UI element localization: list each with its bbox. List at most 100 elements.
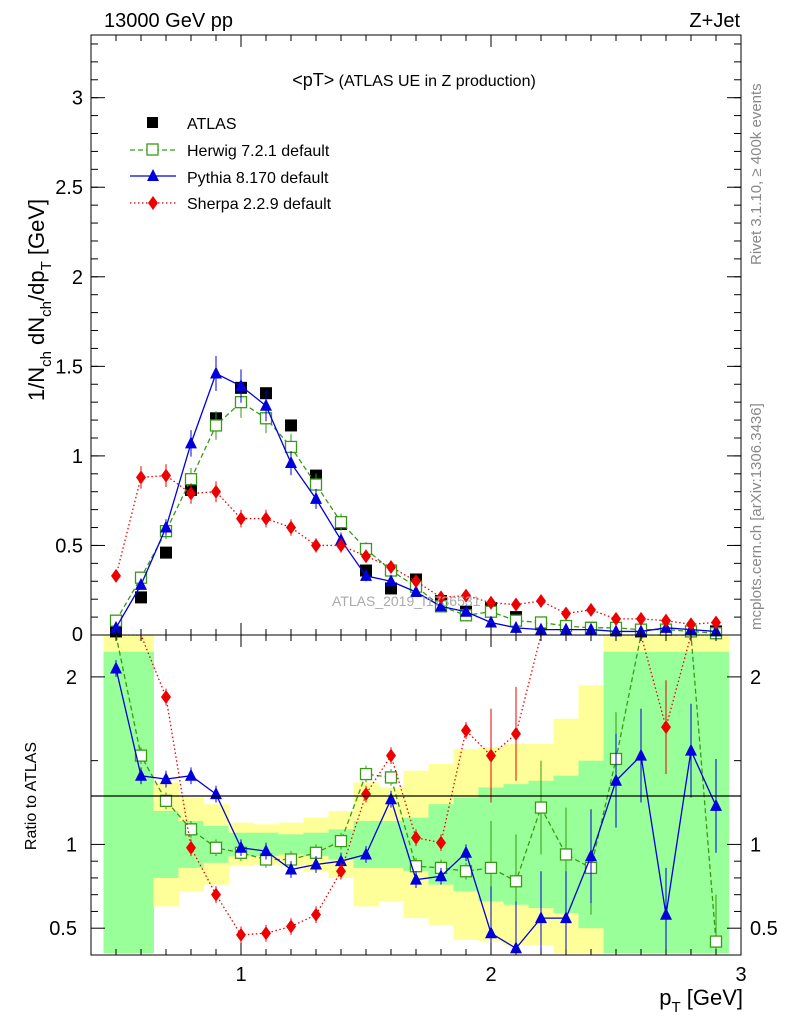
point-pythia [160,520,172,533]
y-tick-label: 1 [72,446,83,468]
point-sherpa [686,617,696,632]
point-atlas [160,546,172,559]
series-sherpa [111,464,721,632]
point-pythia [385,574,397,587]
ratio-point-pythia [410,872,422,885]
legend-item-sherpa: Sherpa 2.2.9 default [130,196,332,213]
ratio-uncertainty-bands [103,635,729,954]
legend-marker-herwig [146,143,159,156]
ratio-point-pythia [635,748,647,761]
ratio-point-pythia [460,845,472,858]
ratio-point-pythia [235,840,247,853]
ratio-point-herwig [559,848,573,861]
point-sherpa [411,574,421,589]
ratio-point-sherpa [161,689,171,704]
ratio-point-sherpa [361,787,371,802]
ratio-point-herwig [159,794,173,808]
point-pythia [485,615,497,628]
point-sherpa [461,588,471,603]
legend-item-herwig: Herwig 7.2.1 default [130,143,330,160]
ratio-y-label: Ratio to ATLAS [23,742,40,850]
point-sherpa [211,484,221,499]
point-pythia [235,379,247,392]
ratio-point-pythia [160,772,172,785]
mcplots-label: mcplots.cern.ch [arXiv:1306.3436] [748,403,765,630]
y-tick-label: 0.5 [55,535,83,557]
ratio-point-pythia [685,743,697,756]
ratio-point-pythia [135,768,147,781]
point-pythia [260,398,272,411]
point-sherpa [486,595,496,610]
ratio-point-pythia [360,847,372,860]
ratio-tick-label-right: 1 [750,834,761,856]
y-tick-label: 3 [72,88,83,110]
point-pythia [435,599,447,612]
ratio-point-sherpa [286,919,296,934]
ratio-series-sherpa [116,635,716,944]
legend-label-sherpa: Sherpa 2.2.9 default [187,196,332,213]
ratio-point-herwig [459,865,473,878]
y-tick-label: 1.5 [55,356,83,378]
ratio-point-sherpa [386,748,396,763]
ratio-point-sherpa [261,926,271,941]
ratio-point-herwig [359,767,373,781]
point-herwig [284,440,298,454]
ratio-point-pythia [210,787,222,800]
point-sherpa [561,606,571,621]
point-sherpa [261,511,271,526]
legend-item-atlas: ATLAS [147,116,237,133]
point-herwig [209,419,223,432]
point-pythia [310,491,322,504]
point-sherpa [111,568,121,583]
point-sherpa [236,511,246,526]
ratio-point-pythia [185,768,197,781]
ratio-point-herwig [534,801,548,814]
point-sherpa [511,597,521,612]
y-zero-label: 0 [72,624,83,646]
plot-title-sub: (ATLAS UE in Z production) [334,73,536,90]
rivet-label: Rivet 3.1.10, ≥ 400k events [748,83,765,265]
ratio-point-pythia [560,911,572,924]
header-right: Z+Jet [689,10,740,32]
y-tick-label: 2.5 [55,177,83,199]
legend-label-atlas: ATLAS [187,116,237,133]
ratio-point-pythia [310,857,322,870]
point-sherpa [386,559,396,574]
ratio-band-inner [128,651,154,954]
point-sherpa [661,613,671,628]
point-pythia [110,620,122,633]
ratio-tick-label-right: 2 [750,667,761,689]
ratio-point-sherpa [236,927,246,942]
ratio-point-sherpa [511,726,521,741]
ratio-point-herwig [384,771,398,784]
ratio-tick-label-left: 1 [66,834,77,856]
point-sherpa [161,468,171,483]
point-atlas [135,591,147,604]
y-tick-label: 2 [72,267,83,289]
ratio-point-pythia [385,792,397,805]
ratio-band-inner [103,651,129,954]
y-axis-label: 1/Nch dNch/dpT [GeV] [24,199,55,401]
ratio-point-pythia [535,911,547,924]
ratio-point-sherpa [186,840,196,855]
ratio-band-inner [153,810,179,878]
point-pythia [560,622,572,635]
point-pythia [510,620,522,633]
ratio-point-sherpa [486,748,496,763]
ratio-point-pythia [110,661,122,674]
ratio-band-inner [678,651,704,954]
point-pythia [135,577,147,590]
ratio-series-pythia [110,660,722,955]
ratio-point-sherpa [661,720,671,735]
point-sherpa [586,602,596,617]
point-sherpa [336,538,346,553]
ratio-point-pythia [260,844,272,857]
axis-ticks: 1 2 3 0.5 1 1.5 2 2.5 3 0 0.5 0.5 1 1 2 2 [49,35,778,986]
ratio-point-pythia [585,849,597,862]
point-sherpa [311,538,321,553]
ratio-point-herwig [184,823,198,836]
header-left: 13000 GeV pp [104,10,233,32]
point-sherpa [136,470,146,485]
point-pythia [410,585,422,598]
plot-title-main: <pT> [292,70,334,90]
